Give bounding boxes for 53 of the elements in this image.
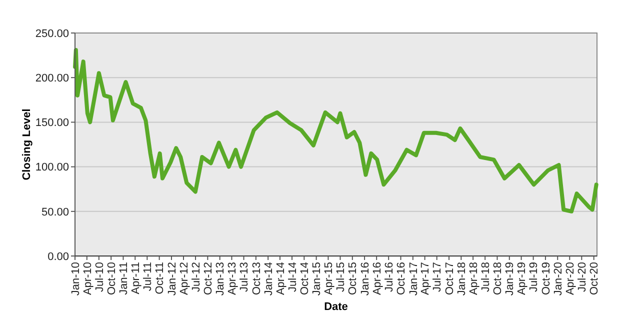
x-tick-label: Jul-13 [238, 262, 251, 292]
x-tick-label: Apr-14 [274, 262, 287, 296]
x-tick-label: Jul-12 [190, 262, 202, 292]
x-tick-label: Jan-14 [262, 262, 275, 296]
y-tick-label: 50.00 [41, 206, 69, 218]
x-tick-label: Oct-19 [540, 262, 552, 296]
x-tick-label: Jul-17 [432, 262, 444, 292]
x-tick-label: Oct-17 [444, 262, 456, 296]
x-tick-label: Oct-18 [492, 262, 504, 296]
x-tick-label: Apr-16 [371, 262, 384, 296]
x-tick-label: Oct-20 [588, 262, 601, 296]
y-tick-label: 0.00 [48, 250, 69, 263]
x-tick-label: Jul-16 [383, 262, 396, 292]
x-tick-label: Oct-14 [299, 262, 311, 296]
x-tick-label: Jul-20 [576, 262, 589, 292]
y-tick-label: 100.00 [35, 162, 69, 174]
x-tick-label: Jul-10 [94, 262, 106, 292]
y-tick-label: 150.00 [35, 117, 69, 130]
x-tick-label: Jul-19 [528, 262, 540, 292]
x-tick-label: Jan-15 [311, 262, 324, 296]
x-tick-label: Apr-15 [323, 262, 336, 296]
x-axis-title: Date [324, 301, 348, 313]
x-tick-label: Jul-15 [335, 262, 348, 292]
x-tick-label: Apr-12 [178, 262, 190, 296]
x-tick-label: Apr-13 [226, 262, 239, 296]
x-tick-label: Jan-12 [166, 262, 178, 296]
x-tick-label: Jan-13 [214, 262, 227, 296]
y-tick-label: 250.00 [35, 28, 69, 40]
x-tick-label: Apr-18 [468, 262, 480, 296]
x-tick-label: Jan-17 [408, 262, 420, 296]
x-tick-label: Oct-13 [250, 262, 263, 296]
x-tick-label: Oct-12 [202, 262, 215, 296]
x-tick-label: Jan-18 [456, 262, 468, 296]
y-axis-title: Closing Level [21, 108, 33, 180]
x-tick-label: Jan-20 [552, 262, 564, 296]
x-tick-label: Jul-14 [286, 262, 299, 292]
x-tick-label: Jan-19 [504, 262, 516, 296]
x-tick-label: Jul-11 [142, 262, 154, 292]
line-series [73, 48, 598, 214]
y-tick-label: 200.00 [35, 72, 69, 84]
x-tick-label: Apr-10 [82, 262, 94, 296]
x-tick-label: Oct-16 [396, 262, 408, 296]
x-tick-label: Jul-18 [480, 262, 492, 292]
x-tick-label: Jan-16 [359, 262, 372, 296]
x-tick-label: Jan-10 [70, 262, 82, 296]
x-tick-label: Apr-20 [564, 262, 576, 296]
x-tick-label: Apr-19 [516, 262, 528, 296]
x-tick-label: Oct-10 [106, 262, 118, 296]
x-tick-label: Oct-15 [347, 262, 360, 296]
x-tick-label: Jan-11 [118, 262, 130, 295]
x-tick-label: Apr-17 [420, 262, 432, 296]
x-tick-label: Apr-11 [130, 262, 142, 294]
x-tick-label: Oct-11 [154, 262, 166, 294]
